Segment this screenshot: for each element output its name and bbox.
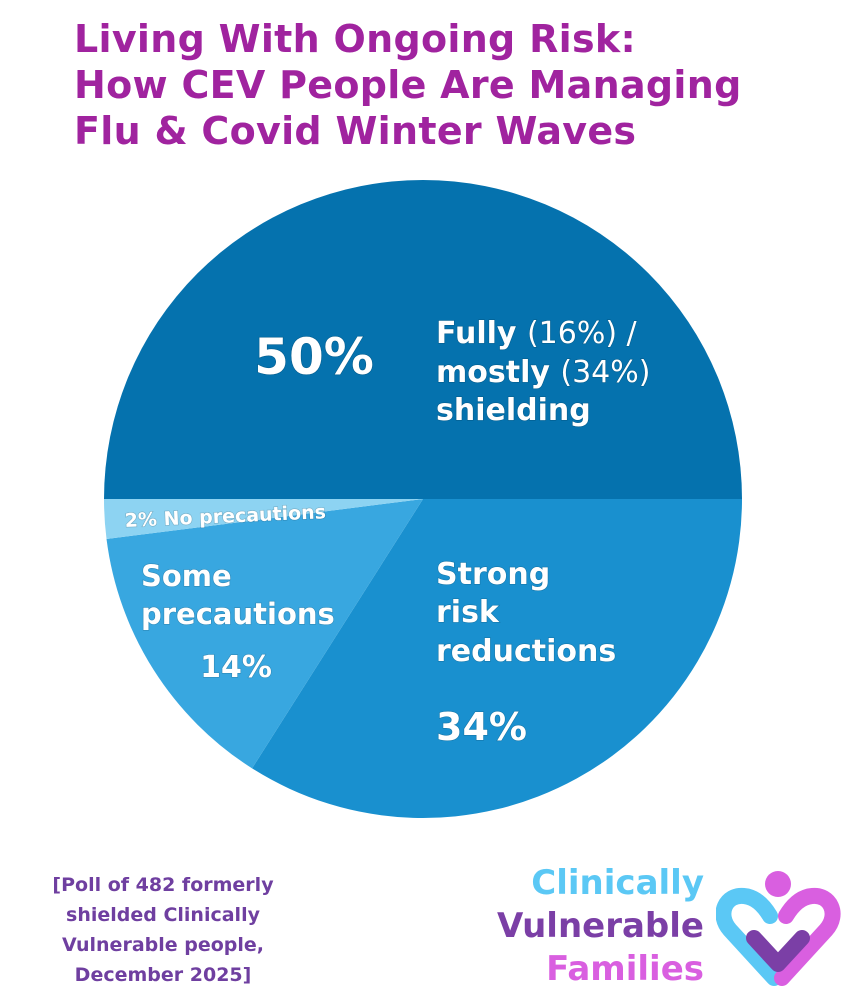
shielding-line-2: mostly (34%) <box>436 355 650 390</box>
pie-slices <box>104 180 742 818</box>
logo-word-families: Families <box>546 949 704 989</box>
footnote-line-3: Vulnerable people, <box>61 934 265 956</box>
chart-title: Living With Ongoing Risk: How CEV People… <box>74 16 742 154</box>
some-pct-label: 14% <box>200 650 272 685</box>
shielding-line-1: Fully (16%) / <box>436 316 638 351</box>
logo-left-stroke <box>716 887 782 986</box>
strong-pct-label: 34% <box>436 705 527 749</box>
label-some: Some precautions 14% <box>140 558 335 685</box>
slice-shielding <box>104 180 742 499</box>
some-line-2: precautions <box>141 597 335 631</box>
label-strong: Strong risk reductions 34% <box>435 556 616 749</box>
logo-head-dot <box>765 871 791 897</box>
strong-line-2: risk <box>436 595 500 630</box>
slice-some-precautions <box>106 499 423 769</box>
some-line-1: Some <box>141 559 232 593</box>
title-line-1: Living With Ongoing Risk: <box>74 17 636 61</box>
strong-line-1: Strong <box>436 557 550 592</box>
logo-wordmark: Clinically Vulnerable Families <box>497 862 704 991</box>
logo-word-vulnerable: Vulnerable <box>497 906 704 946</box>
strong-line-3: reductions <box>436 634 616 669</box>
footnote-line-1: [Poll of 482 formerly <box>52 874 274 896</box>
footnote-line-4: December 2025] <box>74 964 252 986</box>
logo-right-stroke <box>774 887 841 986</box>
shielding-line-3: shielding <box>436 393 591 428</box>
title-line-2: How CEV People Are Managing <box>74 63 742 107</box>
logo-v-stroke <box>746 930 810 972</box>
label-shielding: 50% Fully (16%) / mostly (34%) shielding <box>254 315 651 428</box>
slice-strong-risk-reductions <box>252 499 742 818</box>
title-line-3: Flu & Covid Winter Waves <box>74 109 637 153</box>
footnote-line-2: shielded Clinically <box>66 904 260 926</box>
poll-footnote: [Poll of 482 formerly shielded Clinicall… <box>20 870 306 990</box>
shielding-pct-label: 50% <box>254 328 374 386</box>
slice-no-precautions <box>104 499 423 539</box>
heart-logo-icon <box>716 871 841 986</box>
logo-word-clinically: Clinically <box>531 863 704 903</box>
